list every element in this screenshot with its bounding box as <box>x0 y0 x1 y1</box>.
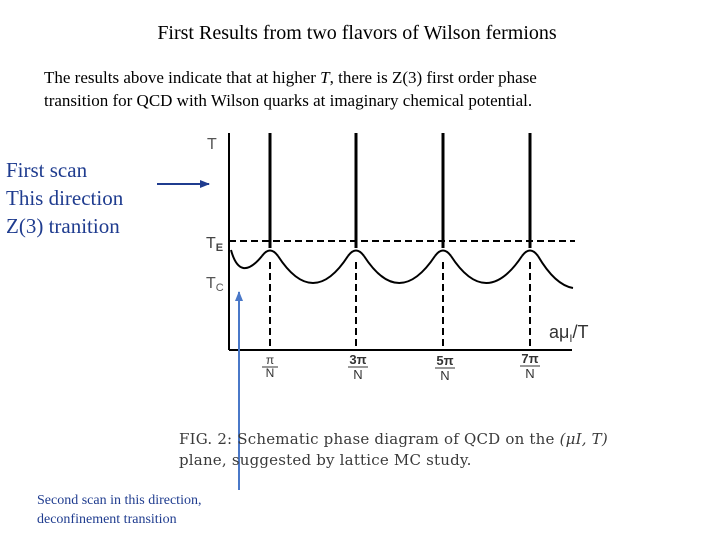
caption-var: (μI, T) <box>559 430 608 448</box>
tick-7pi-num: 7π <box>521 351 538 366</box>
intro-text: The results above indicate that at highe… <box>44 66 684 112</box>
figure-caption: FIG. 2: Schematic phase diagram of QCD o… <box>179 429 619 471</box>
first-scan-line3: Z(3) tranition <box>6 214 120 238</box>
x-axis-label: aμI/T <box>549 322 588 345</box>
intro-line1-b: , there is Z(3) first order phase <box>329 68 537 87</box>
tick-5pi: 5π N <box>435 353 455 383</box>
deconfinement-curve <box>230 249 574 289</box>
tick-pi-den: N <box>266 366 275 380</box>
tick-7pi-den: N <box>525 366 534 381</box>
intro-line2: transition for QCD with Wilson quarks at… <box>44 91 533 110</box>
second-scan-annotation: Second scan in this direction, deconfine… <box>37 491 201 529</box>
tick-pi: π N <box>262 353 278 380</box>
slide-title: First Results from two flavors of Wilson… <box>157 22 557 44</box>
curve-cusps <box>261 249 539 257</box>
second-scan-line2: deconfinement transition <box>37 512 177 527</box>
tick-3pi-den: N <box>353 367 362 382</box>
tick-5pi-num: 5π <box>436 353 453 368</box>
first-scan-line1: First scan <box>6 158 88 182</box>
tick-pi-num: π <box>266 353 274 367</box>
caption-prefix: FIG. 2: Schematic phase diagram of QCD o… <box>179 430 560 448</box>
axis-t-label: T <box>207 136 217 153</box>
tick-3pi-num: 3π <box>349 352 366 367</box>
second-scan-line1: Second scan in this direction, <box>37 493 202 508</box>
first-scan-annotation: First scan This direction Z(3) tranition <box>6 156 123 240</box>
tick-5pi-den: N <box>440 368 449 383</box>
tick-7pi: 7π N <box>520 351 540 381</box>
te-label: TE <box>206 235 223 254</box>
caption-line2: plane, suggested by lattice MC study. <box>179 451 472 469</box>
tick-3pi: 3π N <box>348 352 368 382</box>
tc-label: TC <box>206 275 224 294</box>
first-scan-line2: This direction <box>6 186 124 210</box>
intro-var-t: T <box>320 68 330 87</box>
intro-line1-a: The results above indicate that at highe… <box>44 68 321 87</box>
